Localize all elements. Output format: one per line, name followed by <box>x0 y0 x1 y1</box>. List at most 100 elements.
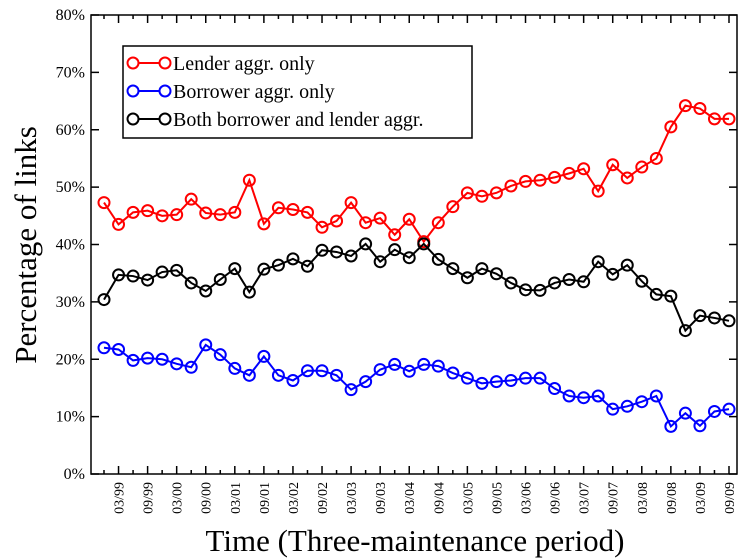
data-point <box>213 208 227 222</box>
data-point <box>402 364 416 378</box>
data-point <box>315 220 329 234</box>
x-tick-label: 09/05 <box>490 482 505 514</box>
data-point <box>606 402 620 416</box>
x-tick-label: 03/07 <box>578 482 593 514</box>
legend-label: Borrower aggr. only <box>173 81 335 103</box>
data-point <box>228 262 242 276</box>
data-point <box>475 262 489 276</box>
data-point <box>359 375 373 389</box>
data-point <box>446 200 460 214</box>
x-tick-label: 09/03 <box>374 482 389 514</box>
data-point <box>300 259 314 273</box>
y-tick-label: 10% <box>56 409 85 426</box>
data-point <box>228 361 242 375</box>
data-point <box>620 171 634 185</box>
data-point <box>330 245 344 259</box>
data-point <box>577 275 591 289</box>
data-point <box>562 166 576 180</box>
data-point <box>155 352 169 366</box>
data-point <box>359 216 373 230</box>
data-point <box>533 173 547 187</box>
data-point <box>126 269 140 283</box>
data-point <box>344 196 358 210</box>
data-point <box>97 341 111 355</box>
data-point <box>97 293 111 307</box>
data-point <box>271 201 285 215</box>
data-point <box>155 209 169 223</box>
data-point <box>213 272 227 286</box>
data-point <box>373 211 387 225</box>
legend-marker <box>126 84 140 98</box>
x-tick-label: 03/02 <box>287 482 302 514</box>
data-point <box>489 267 503 281</box>
data-point <box>504 179 518 193</box>
series-line <box>103 242 730 333</box>
data-point <box>591 389 605 403</box>
data-point <box>199 206 213 220</box>
data-point <box>475 189 489 203</box>
legend-label: Lender aggr. only <box>173 53 315 75</box>
x-tick-label: 09/99 <box>142 482 157 514</box>
data-point <box>170 208 184 222</box>
legend-marker <box>126 112 140 126</box>
data-point <box>213 348 227 362</box>
data-point <box>620 399 634 413</box>
x-tick-label: 09/09 <box>723 482 738 514</box>
data-point <box>460 271 474 285</box>
data-point <box>184 276 198 290</box>
legend-label: Both borrower and lender aggr. <box>173 109 423 131</box>
data-point <box>577 391 591 405</box>
data-point <box>475 376 489 390</box>
data-point <box>242 173 256 187</box>
data-point <box>141 273 155 287</box>
data-point <box>707 112 721 126</box>
x-tick-label: 03/01 <box>229 482 244 514</box>
data-point <box>649 287 663 301</box>
data-point <box>678 324 692 338</box>
data-point <box>533 371 547 385</box>
data-point <box>620 258 634 272</box>
data-point <box>300 205 314 219</box>
data-point <box>504 373 518 387</box>
legend-box <box>122 45 473 139</box>
x-tick-label: 09/01 <box>258 482 273 514</box>
data-point <box>635 395 649 409</box>
x-tick-label: 03/99 <box>113 482 128 514</box>
y-tick-label: 80% <box>56 7 85 24</box>
data-point <box>286 252 300 266</box>
data-point <box>257 217 271 231</box>
data-point <box>199 338 213 352</box>
y-tick-label: 50% <box>56 179 85 196</box>
x-tick-label: 03/08 <box>636 482 651 514</box>
data-point <box>170 357 184 371</box>
data-point <box>489 375 503 389</box>
data-point <box>519 174 533 188</box>
data-point <box>388 357 402 371</box>
data-point <box>141 351 155 365</box>
series-line <box>103 343 730 429</box>
data-point <box>664 120 678 134</box>
legend-marker <box>158 112 172 126</box>
data-point <box>446 262 460 276</box>
data-point <box>97 196 111 210</box>
data-point <box>315 364 329 378</box>
y-tick-label: 20% <box>56 351 85 368</box>
data-point <box>141 204 155 218</box>
data-point <box>431 359 445 373</box>
x-axis-label: Time (Three-maintenance period) <box>206 523 625 558</box>
y-tick-label: 30% <box>56 294 85 311</box>
data-point <box>242 368 256 382</box>
data-point <box>533 283 547 297</box>
data-point <box>649 389 663 403</box>
data-point <box>170 263 184 277</box>
data-point <box>489 186 503 200</box>
legend-marker <box>158 84 172 98</box>
y-axis-label: Percentage of links <box>8 126 43 364</box>
data-point <box>155 265 169 279</box>
x-tick-label: 09/04 <box>432 482 447 514</box>
data-point <box>649 151 663 165</box>
data-point <box>126 205 140 219</box>
data-point <box>664 419 678 433</box>
